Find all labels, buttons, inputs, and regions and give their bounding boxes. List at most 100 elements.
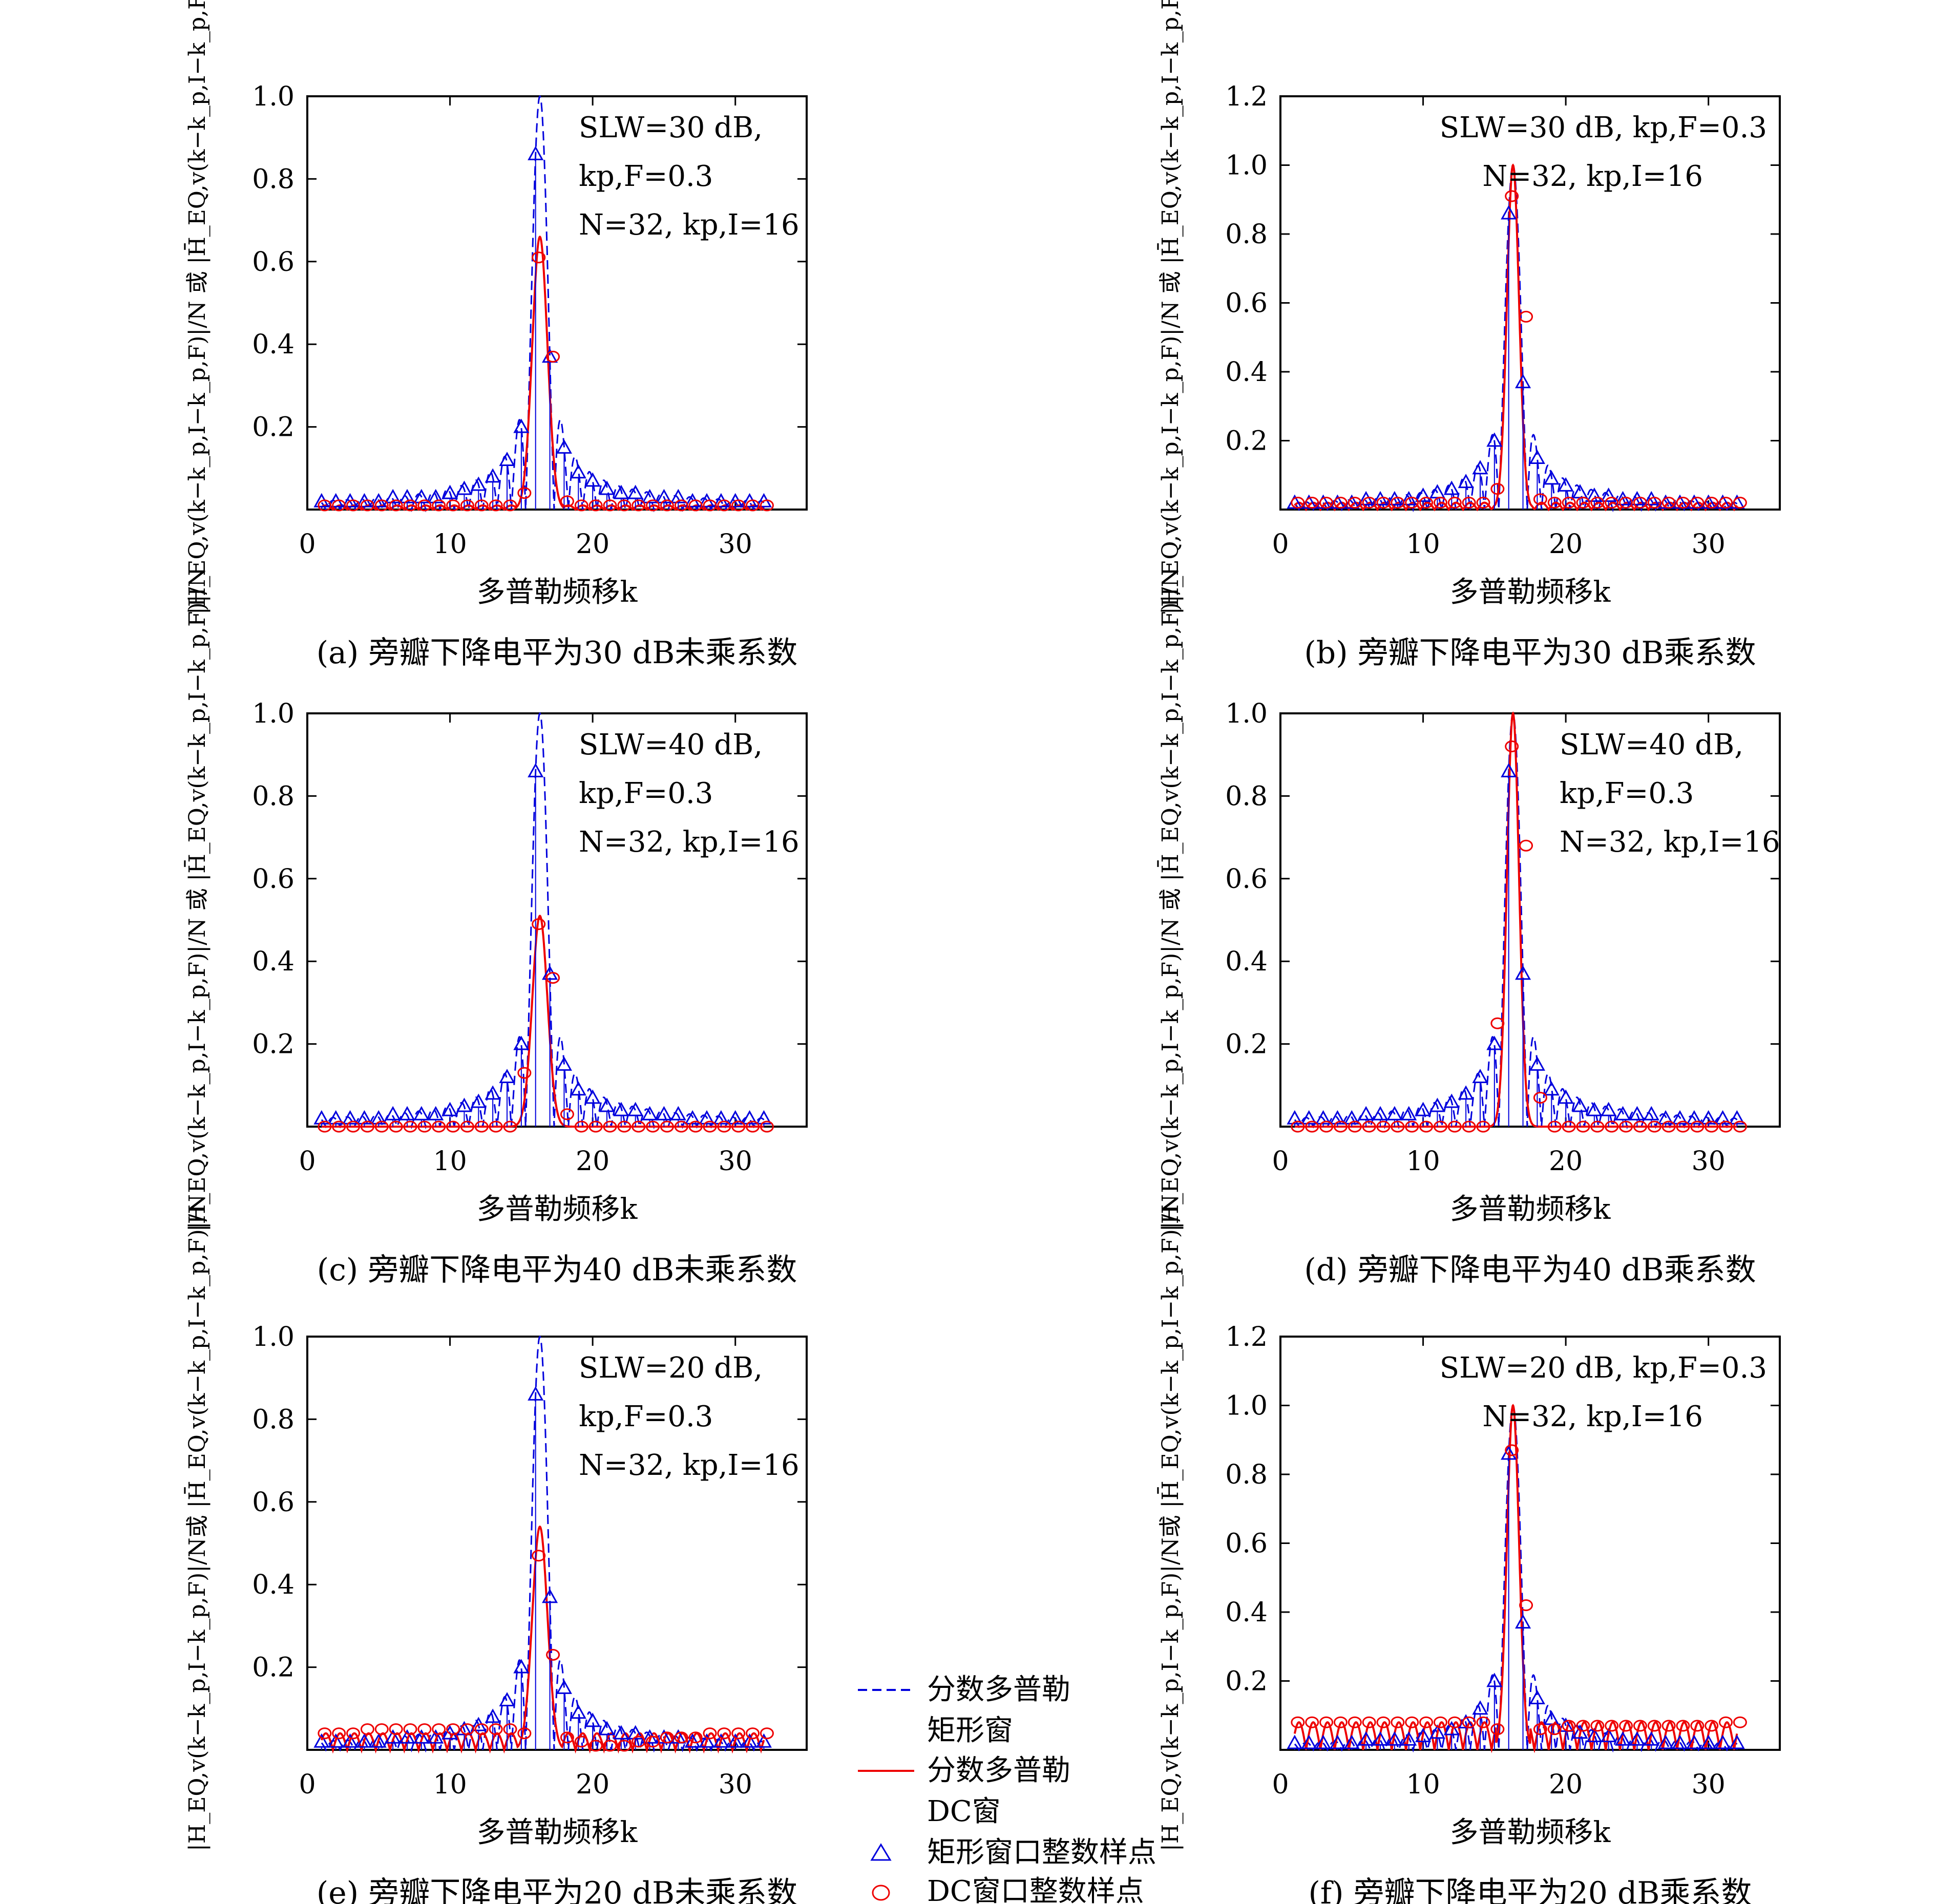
dc-sample-marker: [1462, 1716, 1476, 1728]
dc-sample-marker: [760, 1120, 774, 1133]
dc-sample-marker: [403, 499, 417, 512]
dc-sample-marker: [1661, 1720, 1676, 1732]
dc-sample-marker: [1676, 1720, 1690, 1732]
y-tick-label: 0.8: [252, 781, 294, 812]
x-tick-label: 10: [1406, 1769, 1440, 1800]
dc-sample-marker: [1719, 1120, 1733, 1133]
dc-sample-marker: [1733, 497, 1747, 509]
y-tick-label: 0.6: [1225, 288, 1268, 319]
y-tick-label: 1.0: [1225, 1391, 1268, 1422]
y-tick-label: 1.2: [1225, 1322, 1268, 1352]
dc-sample-marker: [603, 1120, 617, 1133]
x-tick-label: 30: [719, 1769, 752, 1800]
plot-frame: [1279, 712, 1781, 1128]
dc-sample-marker: [1476, 497, 1490, 509]
y-tick-label: 0.4: [1225, 357, 1268, 388]
dc-sample-marker: [417, 499, 432, 512]
annotation-line: kp,F=0.3: [579, 777, 713, 810]
dc-sample-marker: [1333, 1120, 1348, 1133]
dc-sample-marker: [1348, 1716, 1362, 1728]
dc-sample-marker: [632, 499, 646, 512]
dc-sample-marker: [517, 487, 532, 499]
y-tick-label: 0.2: [252, 1029, 294, 1060]
y-tick-label: 0.4: [252, 946, 294, 977]
dc-sample-marker: [1519, 839, 1533, 852]
dc-sample-marker: [1433, 1716, 1447, 1728]
x-tick-label: 0: [1272, 529, 1289, 560]
dc-sample-marker: [318, 499, 332, 512]
x-axis-label: 多普勒频移k: [477, 576, 638, 609]
plot-frame: [306, 1336, 808, 1751]
dc-sample-marker: [1476, 1120, 1490, 1133]
y-axis-label: |H_EQ,v(k−k_p,I−k_p,F)|/N 或 |H̄_EQ,v(k−k…: [183, 567, 211, 1232]
y-tick-label: 0.8: [1225, 1459, 1268, 1490]
dc-sample-marker: [1590, 1120, 1605, 1133]
dc-sample-marker: [1305, 1120, 1319, 1133]
dc-sample-marker: [1704, 1120, 1719, 1133]
y-tick-label: 0.2: [252, 412, 294, 443]
dc-sample-marker: [332, 1727, 346, 1740]
y-tick-label: 0.4: [1225, 1597, 1268, 1628]
dc-sample-marker: [1462, 497, 1476, 509]
dc-sample-marker: [1291, 1716, 1305, 1728]
dc-sample-marker: [646, 1736, 660, 1748]
rect-sample-marker: [670, 1106, 686, 1120]
dc-sample-marker: [603, 499, 617, 512]
dc-sample-marker: [546, 1648, 560, 1661]
dc-sample-marker: [517, 1727, 532, 1740]
plot-frame: [306, 712, 808, 1128]
dc-sample-marker: [1605, 497, 1619, 509]
dc-sample-marker: [588, 499, 603, 512]
dc-sample-marker: [1533, 493, 1547, 505]
dc-sample-marker: [574, 1120, 588, 1133]
dc-sample-marker: [688, 499, 703, 512]
panel-caption: (a) 旁瓣下降电平为30 dB未乘系数: [317, 635, 798, 671]
x-axis-label: 多普勒频移k: [477, 1816, 638, 1849]
chart-panel-f: 0 10 20 30 0.2 0.4 0.6 0.8 1.0 1.2 SLW=20 dB, kp,F…: [1156, 1194, 1781, 1904]
x-tick-label: 20: [576, 1146, 609, 1177]
dc-sample-marker: [1348, 1120, 1362, 1133]
dc-sample-marker: [432, 1723, 446, 1736]
x-tick-label: 20: [1549, 1146, 1583, 1177]
dc-sample-marker: [1690, 1720, 1704, 1732]
series-line-dc: [321, 915, 764, 1128]
rect-sample-marker: [1287, 1734, 1303, 1749]
dc-sample-marker: [332, 1120, 346, 1133]
dc-sample-marker: [1633, 497, 1647, 509]
dc-sample-marker: [746, 1120, 760, 1133]
legend-label: DC窗口整数样点: [927, 1875, 1144, 1904]
dc-sample-marker: [360, 1120, 374, 1133]
annotation-line: N=32, kp,I=16: [579, 208, 799, 242]
dc-sample-marker: [546, 971, 560, 984]
dc-sample-marker: [1619, 1120, 1633, 1133]
rect-sample-marker: [313, 1733, 330, 1748]
rect-sample-marker: [1572, 484, 1588, 499]
dc-sample-marker: [1319, 1716, 1334, 1728]
dc-sample-marker: [1405, 1120, 1419, 1133]
annotation-line: SLW=40 dB,: [579, 728, 763, 761]
annotation-line: SLW=20 dB, kp,F=0.3: [1440, 1351, 1767, 1385]
dc-sample-marker: [560, 495, 574, 507]
dc-sample-marker: [703, 1727, 717, 1740]
dc-sample-marker: [1647, 1720, 1661, 1732]
x-tick-label: 0: [1272, 1146, 1289, 1177]
annotation-line: SLW=30 dB, kp,F=0.3: [1440, 111, 1767, 144]
chart-panel-e: 0 10 20 30 0.2 0.4 0.6 0.8 1.0 SLW=20 dB, kp,F=0.3…: [183, 1194, 808, 1904]
dc-sample-marker: [560, 1108, 574, 1120]
dc-sample-marker: [1319, 497, 1334, 509]
dc-sample-marker: [674, 499, 688, 512]
dc-sample-marker: [1447, 1120, 1462, 1133]
dc-sample-marker: [646, 499, 660, 512]
x-axis-label: 多普勒频移k: [1450, 1193, 1611, 1226]
x-tick-label: 10: [1406, 529, 1440, 560]
x-tick-label: 0: [299, 529, 315, 560]
y-axis-label: |H_EQ,v(k−k_p,I−k_p,F)|/N 或 |H̄_EQ,v(k−k…: [1156, 567, 1184, 1232]
dc-sample-marker: [1447, 1716, 1462, 1728]
dc-sample-marker: [532, 918, 546, 930]
y-tick-label: 1.0: [1225, 151, 1268, 181]
dc-sample-marker: [503, 1723, 517, 1736]
x-axis-label: 多普勒频移k: [1450, 1816, 1611, 1849]
dc-sample-marker: [446, 499, 460, 512]
dc-sample-marker: [1419, 1716, 1434, 1728]
dc-sample-marker: [1590, 1720, 1605, 1732]
